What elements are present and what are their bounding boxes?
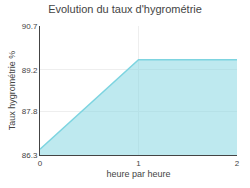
svg-text:87.8: 87.8	[22, 107, 38, 116]
svg-text:Taux hygrométrie %: Taux hygrométrie %	[7, 51, 17, 131]
svg-text:Evolution du taux d'hygrométri: Evolution du taux d'hygrométrie	[48, 3, 202, 15]
svg-text:90.7: 90.7	[22, 22, 38, 31]
svg-text:2: 2	[235, 159, 240, 168]
svg-text:0: 0	[38, 159, 43, 168]
svg-text:heure par heure: heure par heure	[106, 169, 170, 179]
svg-text:1: 1	[136, 159, 141, 168]
svg-text:89.2: 89.2	[22, 66, 38, 75]
svg-text:86.3: 86.3	[22, 151, 38, 160]
